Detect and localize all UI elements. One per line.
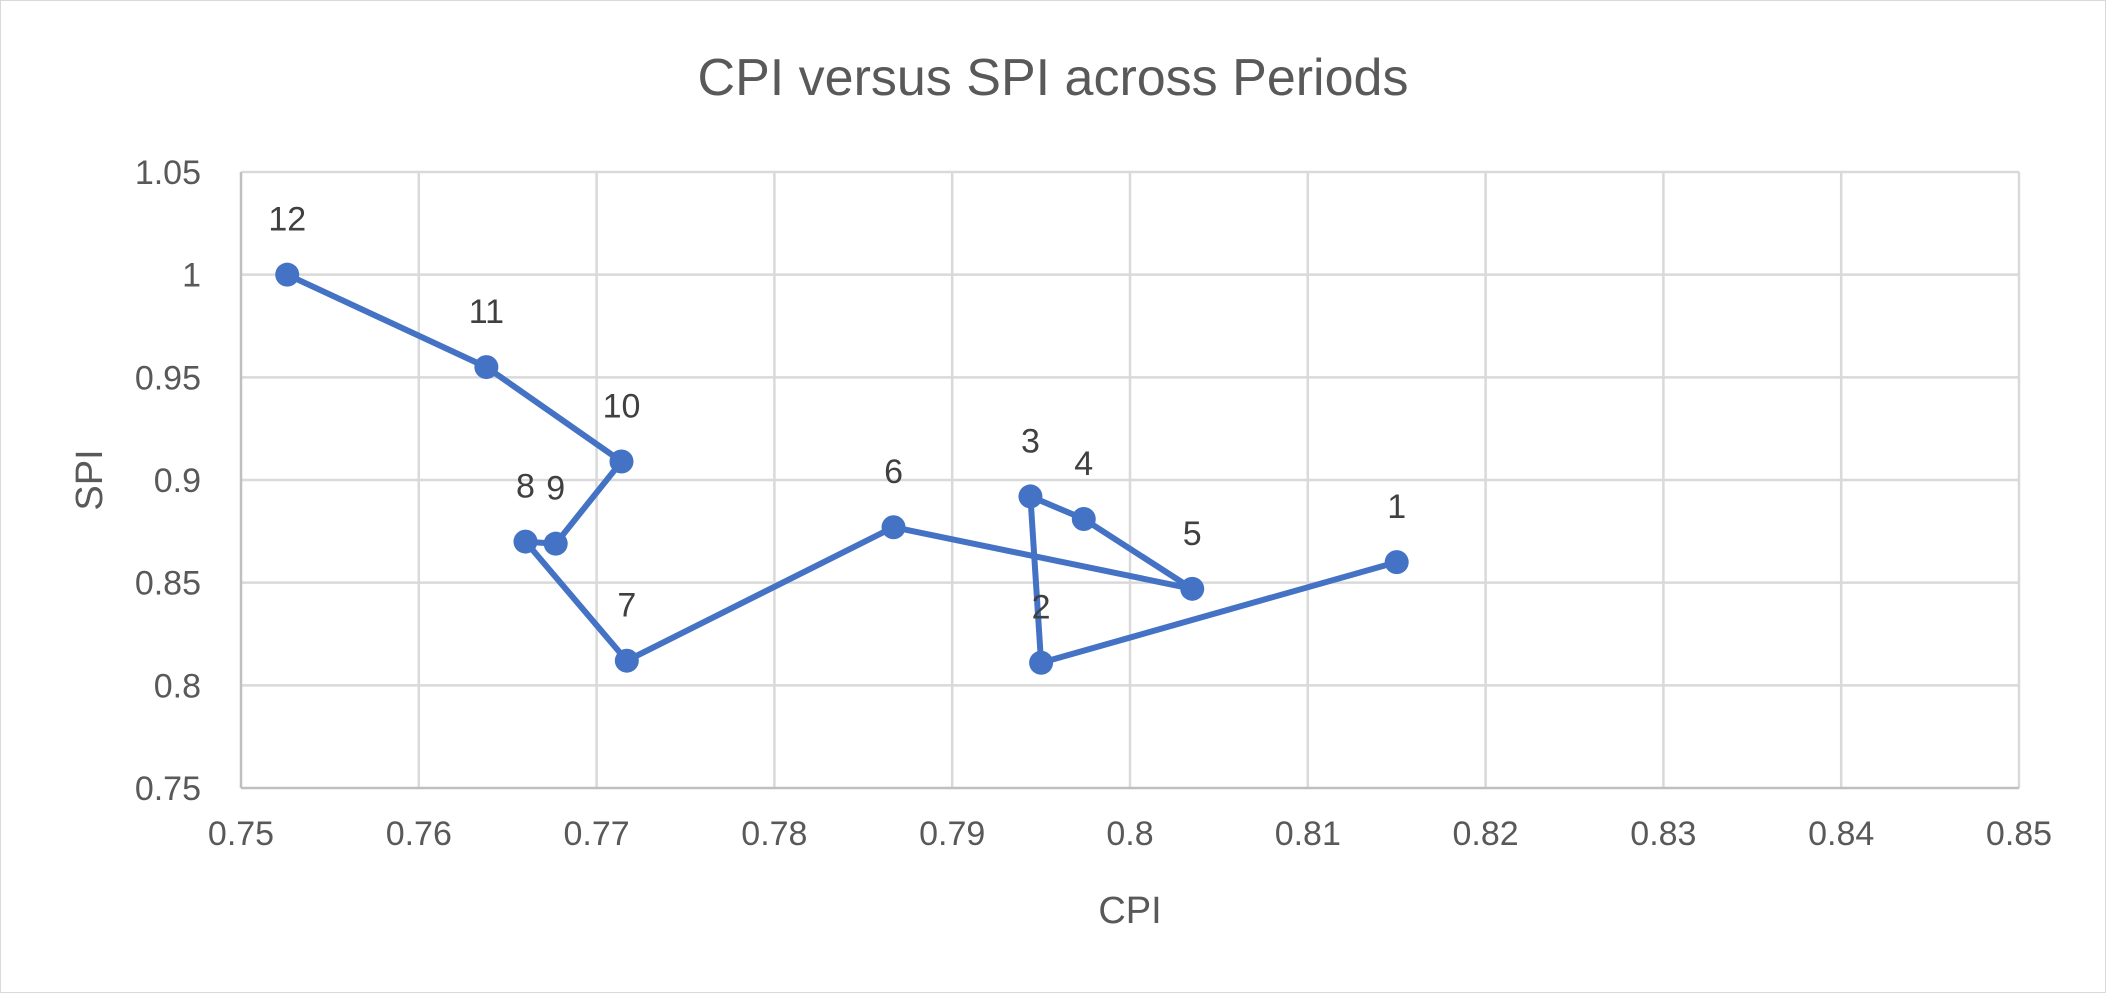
data-point-11 (474, 355, 499, 380)
data-series (275, 262, 1409, 675)
data-label-4: 4 (1074, 445, 1093, 483)
data-point-8 (513, 529, 538, 554)
series-line (284, 271, 1400, 666)
grid-lines (241, 170, 2021, 788)
data-point-7 (614, 648, 639, 673)
y-tick-label: 0.8 (154, 667, 201, 705)
data-label-12: 12 (268, 201, 306, 239)
data-point-3 (1018, 484, 1043, 509)
y-tick-label: 1 (182, 257, 201, 295)
data-point-6 (881, 515, 906, 540)
data-label-8: 8 (516, 468, 535, 506)
y-tick-label: 0.85 (135, 565, 201, 603)
x-tick-label: 0.83 (1630, 815, 1696, 853)
x-tick-label: 0.77 (564, 815, 630, 853)
y-tick-label: 0.9 (154, 462, 201, 500)
data-label-7: 7 (617, 587, 636, 625)
data-point-10 (609, 449, 634, 474)
x-tick-label: 0.75 (208, 815, 274, 853)
data-label-11: 11 (469, 293, 504, 331)
data-label-2: 2 (1032, 589, 1051, 627)
x-axis-title: CPI (1098, 890, 1161, 932)
y-tick-label: 1.05 (135, 154, 201, 192)
x-tick-label: 0.84 (1808, 815, 1874, 853)
x-tick-label: 0.8 (1106, 815, 1153, 853)
data-point-12 (275, 262, 300, 287)
x-tick-label: 0.81 (1275, 815, 1341, 853)
data-point-9 (543, 531, 568, 556)
tick-labels: 0.75 0.76 0.77 0.78 0.79 0.8 0.81 0.82 0.83 0.84 0… (135, 154, 2052, 853)
y-tick-label: 0.95 (135, 359, 201, 397)
axes (239, 172, 2019, 790)
data-label-3: 3 (1021, 422, 1040, 460)
x-tick-label: 0.78 (741, 815, 807, 853)
data-point-2 (1029, 650, 1054, 675)
data-point-5 (1180, 576, 1205, 601)
data-point-1 (1384, 550, 1409, 575)
data-label-5: 5 (1183, 515, 1202, 553)
y-tick-label: 0.75 (135, 770, 201, 808)
data-label-9: 9 (546, 470, 565, 508)
data-label-1: 1 (1387, 488, 1406, 526)
data-point-4 (1071, 507, 1096, 532)
x-tick-label: 0.76 (386, 815, 452, 853)
y-axis-title: SPI (69, 449, 111, 510)
x-tick-label: 0.82 (1453, 815, 1519, 853)
data-label-10: 10 (603, 388, 641, 426)
chart-title: CPI versus SPI across Periods (698, 49, 1409, 107)
data-label-6: 6 (884, 453, 903, 491)
x-tick-label: 0.85 (1986, 815, 2052, 853)
x-tick-label: 0.79 (919, 815, 985, 853)
